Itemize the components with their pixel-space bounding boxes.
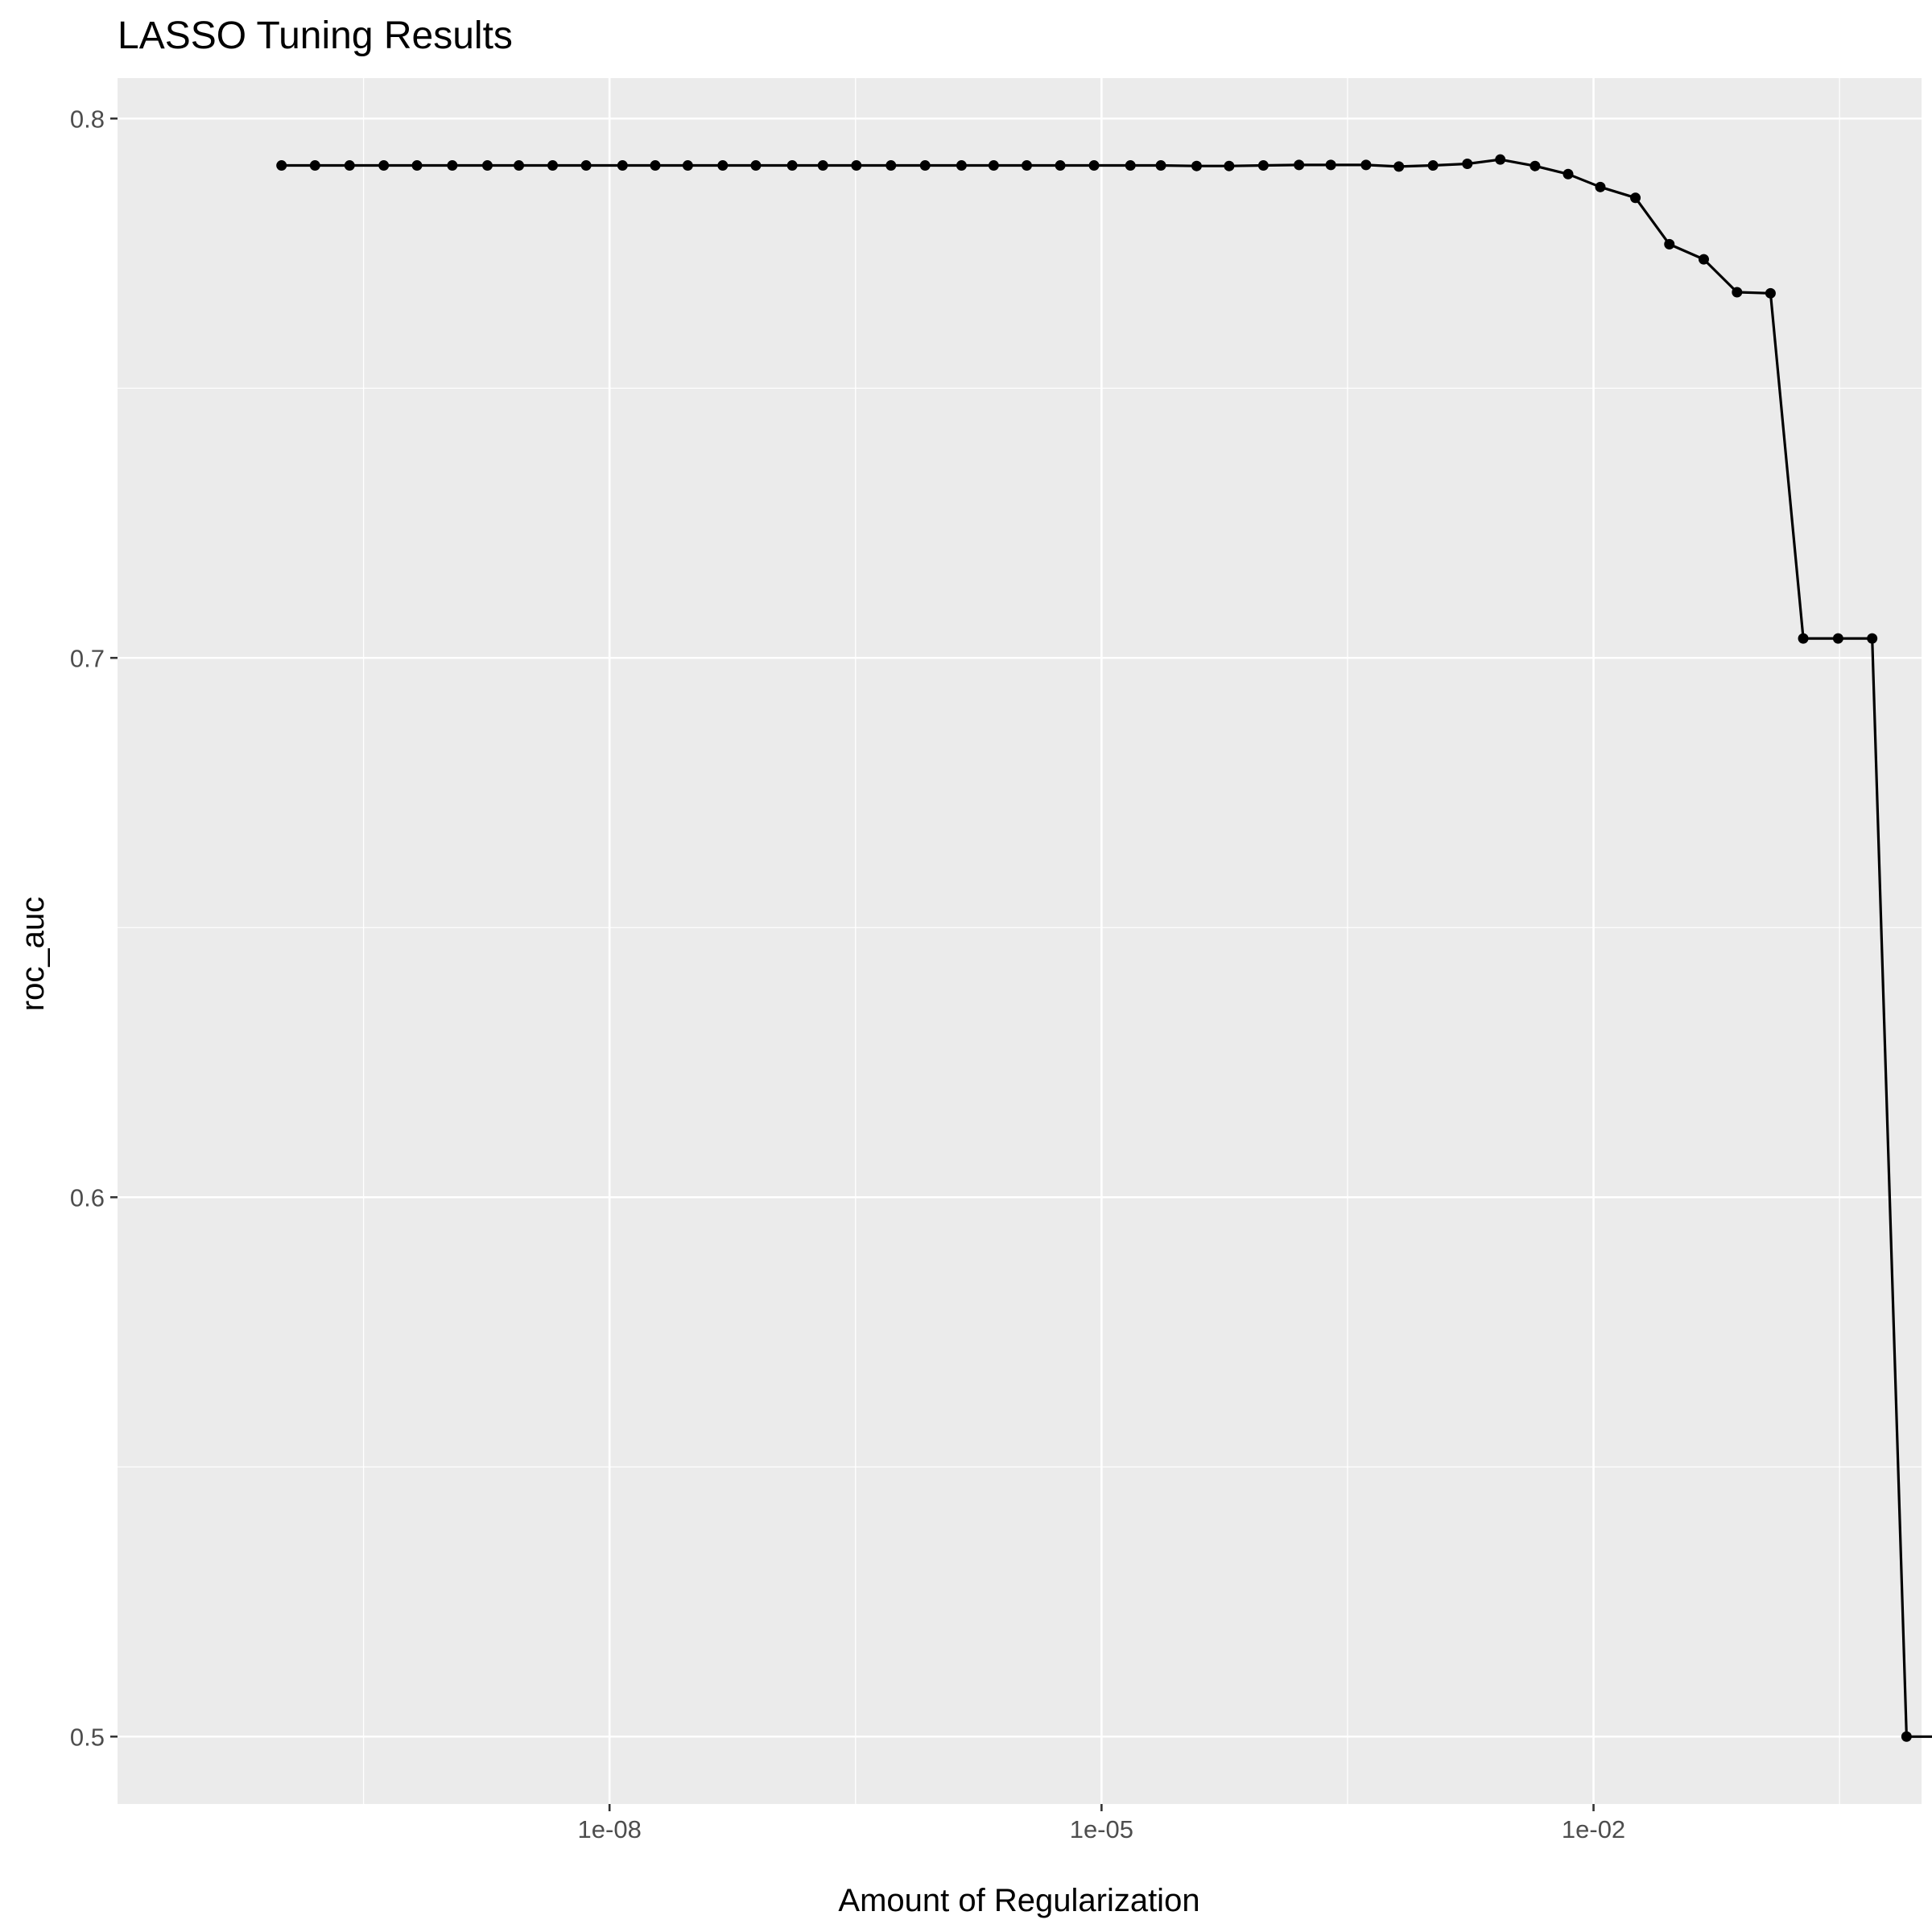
x-tick-label: 1e-02 [1562, 1815, 1625, 1843]
data-point [1765, 287, 1776, 299]
data-point [1867, 633, 1878, 644]
data-point [411, 160, 423, 171]
data-point [786, 160, 798, 171]
data-point [481, 160, 493, 171]
axis-ticks: 1e-08 1e-05 1e-02 0.5 0.6 0.7 0.8 [70, 105, 1625, 1843]
x-tick-label: 1e-08 [578, 1815, 642, 1843]
data-point [1055, 160, 1066, 171]
data-point [1630, 192, 1641, 204]
data-point [650, 160, 661, 171]
data-point [1462, 159, 1473, 170]
data-point [919, 160, 931, 171]
data-point [1530, 160, 1541, 171]
data-point [1294, 159, 1305, 171]
grid-lines [118, 78, 1922, 1804]
data-point [447, 160, 458, 171]
data-point [1257, 160, 1269, 171]
data-point [886, 160, 897, 171]
data-point [1698, 254, 1709, 265]
data-point [1901, 1731, 1912, 1742]
data-point [717, 160, 729, 171]
y-tick-label: 0.8 [70, 105, 105, 133]
y-tick-label: 0.7 [70, 644, 105, 672]
data-point [378, 160, 390, 171]
y-tick-label: 0.5 [70, 1723, 105, 1751]
series-line [281, 158, 1932, 1738]
data-point [1088, 160, 1100, 171]
y-tick-label: 0.6 [70, 1183, 105, 1212]
data-point [1155, 160, 1166, 171]
data-point [514, 160, 525, 171]
data-point [344, 160, 355, 171]
plot-panel [118, 78, 1922, 1804]
data-point [988, 160, 999, 171]
data-point [547, 160, 559, 171]
data-point [1427, 160, 1439, 171]
data-point [817, 160, 828, 171]
data-point [1360, 159, 1372, 171]
data-point [580, 160, 592, 171]
data-point [1325, 159, 1336, 171]
data-point [309, 160, 320, 171]
chart-title: LASSO Tuning Results [118, 14, 513, 57]
x-axis-title: Amount of Regularization [838, 1883, 1199, 1918]
data-point [1393, 161, 1405, 172]
data-point [851, 160, 862, 171]
data-point [1495, 154, 1506, 165]
data-point [276, 160, 287, 171]
data-point [1563, 168, 1574, 180]
data-point [1832, 633, 1843, 644]
data-point [1798, 633, 1809, 644]
data-point [682, 160, 693, 171]
data-point [617, 160, 628, 171]
data-point [1125, 160, 1136, 171]
data-point [1224, 160, 1235, 171]
data-point [750, 160, 762, 171]
data-point [1732, 287, 1743, 298]
data-point [1595, 181, 1606, 192]
data-point [1021, 160, 1032, 171]
data-point [1191, 160, 1202, 171]
data-point [956, 160, 967, 171]
data-point [1664, 238, 1675, 250]
series-layer [276, 154, 1932, 1742]
x-tick-label: 1e-05 [1070, 1815, 1133, 1843]
y-axis-title: roc_auc [15, 897, 51, 1011]
